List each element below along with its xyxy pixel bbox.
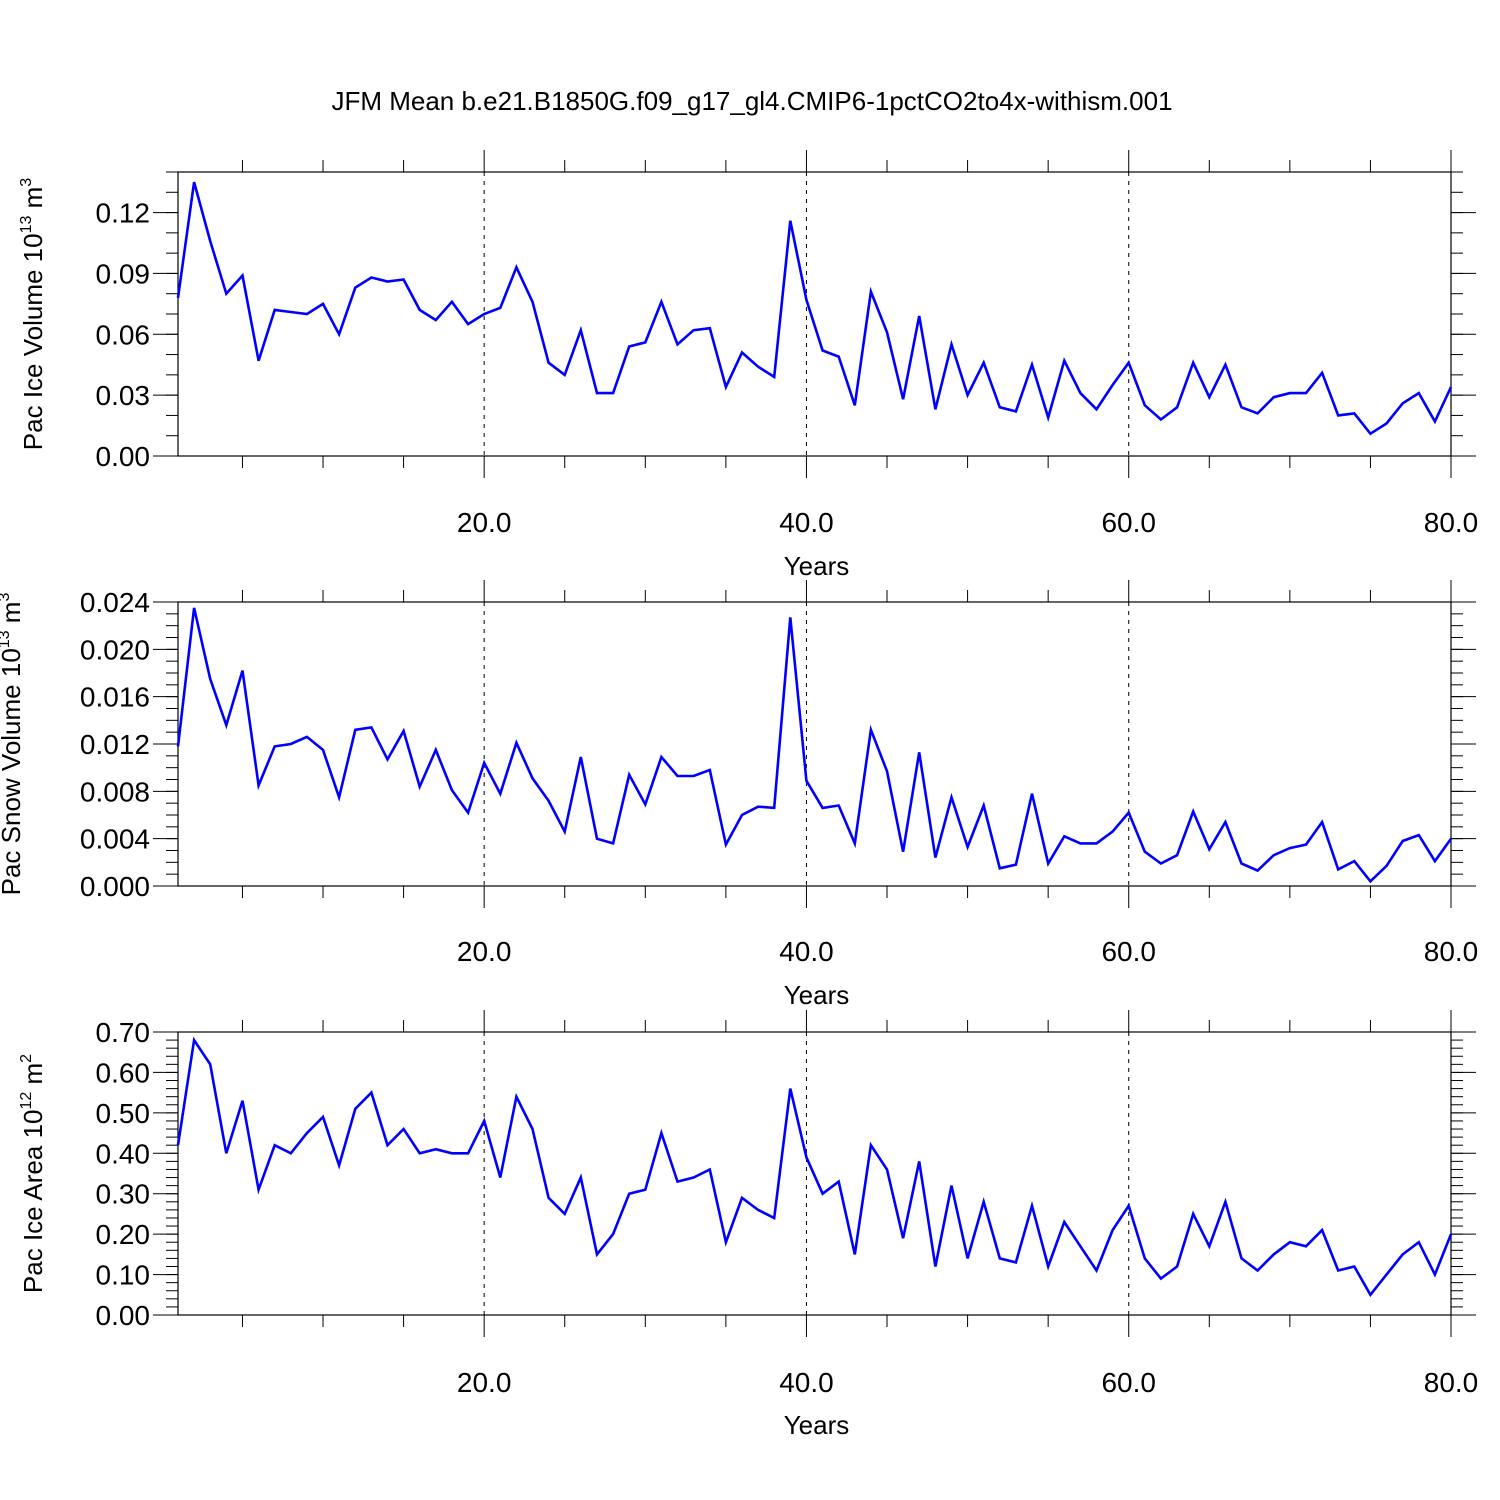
y-tick-label: 0.12	[96, 198, 151, 229]
y-tick-label: 0.70	[96, 1017, 151, 1048]
x-axis-title: Years	[784, 551, 850, 581]
x-tick-label: 80.0	[1424, 507, 1479, 538]
series-line	[176, 1036, 1453, 1298]
y-tick-label: 0.03	[96, 380, 151, 411]
x-axis-title: Years	[784, 1410, 850, 1440]
series-line	[176, 607, 1453, 884]
x-tick-label: 40.0	[779, 507, 834, 538]
y-tick-label: 0.30	[96, 1179, 151, 1210]
x-tick-label: 40.0	[779, 1367, 834, 1398]
x-axis-title: Years	[784, 980, 850, 1010]
y-tick-label: 0.00	[96, 441, 151, 472]
plot-frame	[177, 171, 1452, 457]
x-tick-label: 80.0	[1424, 936, 1479, 967]
x-tick-label: 60.0	[1101, 1367, 1156, 1398]
y-tick-label: 0.024	[80, 587, 150, 618]
y-tick-label: 0.012	[80, 729, 150, 760]
y-tick-label: 0.06	[96, 319, 151, 350]
y-tick-label: 0.40	[96, 1138, 151, 1169]
panel-1: 0.00 0.03 0.06 0.09 0.12 20.0 40.0 60.0 80.0 Year…	[18, 150, 1478, 581]
x-tick-label: 40.0	[779, 936, 834, 967]
y-tick-label: 0.00	[96, 1300, 151, 1331]
y-tick-label: 0.50	[96, 1098, 151, 1129]
x-tick-label: 20.0	[457, 1367, 512, 1398]
y-axis-title: Pac Ice Volume 1013 m3	[18, 178, 48, 451]
series-line	[176, 181, 1453, 436]
y-tick-label: 0.016	[80, 682, 150, 713]
x-tick-label: 60.0	[1101, 507, 1156, 538]
y-tick-label: 0.20	[96, 1219, 151, 1250]
y-axis-title: Pac Snow Volume 1013 m3	[0, 593, 26, 896]
y-tick-label: 0.020	[80, 634, 150, 665]
x-tick-label: 60.0	[1101, 936, 1156, 967]
panel-2: 0.000 0.004 0.008 0.012 0.016 0.020 0.024 20.0 4…	[0, 580, 1478, 1010]
y-tick-label: 0.60	[96, 1057, 151, 1088]
y-axis-title: Pac Ice Area 1012 m2	[18, 1054, 48, 1293]
x-tick-label: 80.0	[1424, 1367, 1479, 1398]
panel-3: 0.00 0.10 0.20 0.30 0.40 0.50 0.60 0.70 20.0 40.0…	[18, 1010, 1478, 1440]
x-tick-label: 20.0	[457, 507, 512, 538]
y-tick-label: 0.004	[80, 824, 150, 855]
y-tick-label: 0.008	[80, 776, 150, 807]
plot-frame	[177, 1031, 1452, 1316]
figure-title: JFM Mean b.e21.B1850G.f09_g17_gl4.CMIP6-…	[331, 86, 1172, 116]
plot-frame	[177, 601, 1452, 887]
y-tick-label: 0.10	[96, 1260, 151, 1291]
y-tick-label: 0.000	[80, 871, 150, 902]
x-tick-label: 20.0	[457, 936, 512, 967]
y-tick-label: 0.09	[96, 258, 151, 289]
